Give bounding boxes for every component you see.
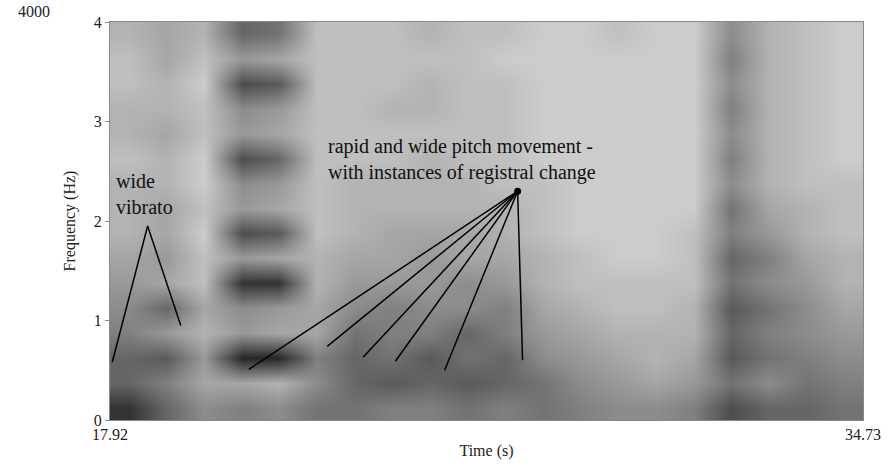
svg-text:0: 0 (94, 412, 102, 429)
svg-text:3: 3 (94, 113, 102, 130)
svg-text:Time (s): Time (s) (459, 442, 513, 460)
svg-text:2: 2 (94, 213, 102, 230)
svg-text:rapid and wide pitch movement: rapid and wide pitch movement -with inst… (328, 135, 596, 184)
svg-text:4000: 4000 (18, 3, 50, 20)
svg-text:Frequency (Hz): Frequency (Hz) (61, 171, 79, 272)
svg-text:1: 1 (94, 312, 102, 329)
svg-text:17.92: 17.92 (92, 426, 128, 443)
svg-text:34.73: 34.73 (845, 426, 881, 443)
svg-text:widevibrato: widevibrato (116, 170, 173, 218)
svg-text:4: 4 (94, 14, 102, 31)
